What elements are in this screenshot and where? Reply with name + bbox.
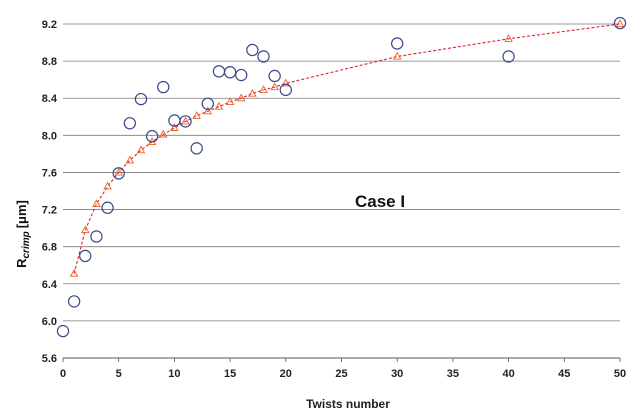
triangle-point [103, 181, 112, 190]
y-tick-label: 8.0 [42, 130, 57, 142]
y-tick-label: 9.2 [42, 19, 57, 31]
circle-point [145, 130, 159, 143]
y-axis-label-unit: [μm] [14, 200, 29, 228]
y-tick-label: 6.0 [42, 316, 57, 328]
triangle-point [203, 106, 213, 115]
triangle-point [281, 78, 291, 87]
circle-point [134, 92, 148, 106]
circle-point [179, 115, 192, 128]
triangle-point [259, 85, 268, 93]
circle-point [223, 66, 237, 79]
circle-point [279, 83, 292, 97]
triangle-point [136, 145, 146, 154]
circle-point [123, 117, 137, 130]
x-tick-label: 15 [224, 368, 236, 380]
y-axis-label: Rcrimp [μm] [14, 200, 32, 268]
triangle-point [392, 51, 402, 60]
circle-point [212, 65, 226, 78]
circle-point [101, 201, 114, 214]
circle-point [235, 68, 248, 82]
y-tick-label: 8.8 [42, 56, 57, 68]
circle-point [613, 16, 627, 30]
circle-point [56, 324, 70, 338]
circle-point [112, 167, 125, 180]
triangle-point [92, 199, 101, 208]
triangle-point [225, 97, 235, 105]
circle-point [502, 50, 515, 63]
x-tick-label: 0 [60, 368, 66, 380]
triangle-point [236, 93, 246, 102]
x-tick-label: 5 [116, 368, 122, 380]
x-tick-label: 20 [280, 368, 292, 380]
x-tick-label: 25 [335, 368, 347, 380]
circle-point [246, 43, 259, 57]
y-tick-label: 7.2 [42, 205, 57, 217]
triangle-point [125, 155, 135, 164]
triangle-point [192, 111, 201, 119]
circle-point [257, 50, 270, 63]
x-tick-label: 40 [502, 368, 514, 380]
circle-point [201, 97, 215, 110]
x-tick-label: 10 [168, 368, 180, 380]
case-annotation: Case I [355, 192, 405, 211]
circle-point [190, 142, 203, 155]
triangle-point [114, 167, 123, 176]
circle-point [268, 69, 281, 83]
y-tick-label: 6.8 [42, 242, 57, 254]
triangle-point [214, 101, 224, 110]
y-tick-label: 8.4 [42, 93, 58, 105]
x-tick-label: 50 [614, 368, 626, 380]
circle-point [79, 249, 92, 263]
y-tick-label: 5.6 [42, 353, 57, 365]
tick-labels: 5.6 6.0 6.4 6.8 7.2 7.6 8.0 8.4 8.8 9.2 0 5 10 15 20 25… [42, 19, 626, 380]
triangle-point [69, 268, 79, 277]
x-tick-label: 30 [391, 368, 403, 380]
x-axis-label: Twists number [306, 397, 390, 411]
axes [62, 357, 621, 362]
triangle-point [159, 129, 168, 138]
circle-point [90, 230, 103, 243]
triangle-point [81, 225, 90, 234]
y-tick-label: 7.6 [42, 167, 57, 179]
x-tick-label: 35 [447, 368, 459, 380]
triangle-point [270, 82, 279, 91]
x-tick-label: 45 [558, 368, 570, 380]
triangle-point [504, 34, 513, 42]
triangle-point [615, 19, 625, 28]
triangle-point [170, 123, 179, 131]
circle-point [157, 80, 170, 94]
triangle-point [181, 116, 190, 125]
grid-lines [63, 23, 620, 359]
circle-point [391, 37, 404, 50]
y-axis-label-sub: crimp [21, 231, 32, 258]
circle-point [67, 295, 81, 308]
y-axis-label-main: R [14, 258, 29, 268]
y-tick-label: 6.4 [42, 279, 58, 291]
data-points [56, 16, 627, 338]
triangle-point [248, 88, 257, 97]
